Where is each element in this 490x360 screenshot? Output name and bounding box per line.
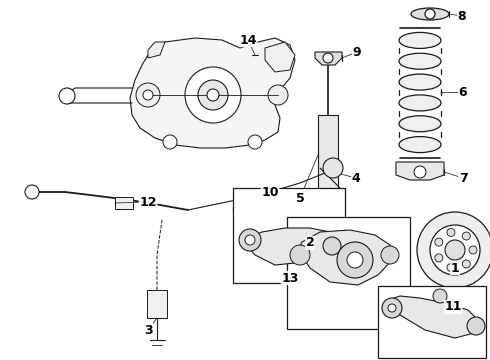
Bar <box>115 197 133 209</box>
Text: 4: 4 <box>352 171 360 184</box>
Polygon shape <box>242 228 338 265</box>
Circle shape <box>290 245 310 265</box>
Circle shape <box>447 229 455 237</box>
Text: 7: 7 <box>459 171 467 184</box>
Circle shape <box>323 237 341 255</box>
Circle shape <box>198 80 228 110</box>
Circle shape <box>163 135 177 149</box>
Circle shape <box>447 264 455 271</box>
Text: 2: 2 <box>306 237 315 249</box>
Circle shape <box>268 85 288 105</box>
Circle shape <box>417 212 490 288</box>
Circle shape <box>388 304 396 312</box>
Circle shape <box>248 135 262 149</box>
Bar <box>287 217 410 329</box>
Circle shape <box>323 158 343 178</box>
Ellipse shape <box>283 216 293 224</box>
Circle shape <box>239 229 261 251</box>
Ellipse shape <box>399 116 441 132</box>
Bar <box>378 286 486 358</box>
Ellipse shape <box>399 32 441 48</box>
Text: 14: 14 <box>239 33 257 46</box>
Circle shape <box>318 198 338 218</box>
Bar <box>233 188 345 283</box>
Circle shape <box>143 90 153 100</box>
Circle shape <box>467 317 485 335</box>
Text: 10: 10 <box>261 186 279 199</box>
Circle shape <box>463 260 470 268</box>
Polygon shape <box>315 52 342 65</box>
Circle shape <box>245 235 255 245</box>
Circle shape <box>323 53 333 63</box>
Bar <box>147 290 167 318</box>
Ellipse shape <box>399 136 441 153</box>
Text: 9: 9 <box>353 45 361 58</box>
Circle shape <box>463 232 470 240</box>
Ellipse shape <box>283 226 293 234</box>
Circle shape <box>324 204 332 212</box>
Ellipse shape <box>283 237 293 243</box>
Circle shape <box>136 83 160 107</box>
Circle shape <box>430 225 480 275</box>
Text: 3: 3 <box>144 324 152 337</box>
Bar <box>318 115 338 200</box>
Circle shape <box>59 88 75 104</box>
Ellipse shape <box>411 8 449 20</box>
Text: 12: 12 <box>139 195 157 208</box>
Polygon shape <box>388 296 480 338</box>
Circle shape <box>337 242 373 278</box>
Circle shape <box>414 166 426 178</box>
Polygon shape <box>298 230 392 285</box>
Circle shape <box>347 252 363 268</box>
Circle shape <box>435 254 443 262</box>
Ellipse shape <box>283 207 293 213</box>
Text: 13: 13 <box>281 271 299 284</box>
Circle shape <box>435 238 443 246</box>
Polygon shape <box>130 38 295 148</box>
Text: 8: 8 <box>458 9 466 22</box>
Circle shape <box>281 263 295 277</box>
Ellipse shape <box>399 53 441 69</box>
Circle shape <box>469 246 477 254</box>
Text: 5: 5 <box>295 192 304 204</box>
Circle shape <box>330 191 344 205</box>
Circle shape <box>382 298 402 318</box>
Circle shape <box>25 185 39 199</box>
Circle shape <box>185 67 241 123</box>
Circle shape <box>283 200 293 210</box>
Circle shape <box>425 9 435 19</box>
Text: 6: 6 <box>459 85 467 99</box>
Circle shape <box>381 246 399 264</box>
Text: 11: 11 <box>444 301 462 314</box>
Circle shape <box>433 289 447 303</box>
Ellipse shape <box>399 95 441 111</box>
Circle shape <box>445 240 465 260</box>
Text: 1: 1 <box>451 261 460 274</box>
Polygon shape <box>265 42 295 72</box>
Ellipse shape <box>283 247 293 253</box>
Polygon shape <box>148 42 165 58</box>
Polygon shape <box>396 162 444 180</box>
Circle shape <box>207 89 219 101</box>
Ellipse shape <box>399 74 441 90</box>
